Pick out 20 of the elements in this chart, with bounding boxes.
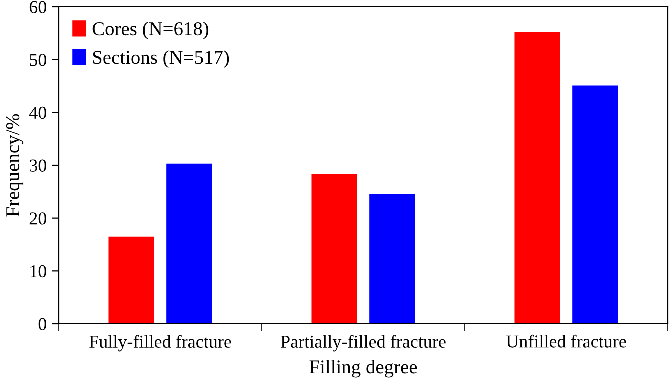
bar bbox=[166, 164, 212, 324]
x-tick-label: Partially-filled fracture bbox=[281, 335, 446, 352]
x-tick-label: Fully-filled fracture bbox=[90, 335, 232, 352]
y-axis-title: Frequency/% bbox=[6, 114, 24, 217]
y-tick-label: 60 bbox=[30, 1, 47, 14]
bar bbox=[572, 86, 618, 324]
y-tick-label: 50 bbox=[30, 54, 47, 66]
bar bbox=[312, 174, 358, 324]
y-tick-label: 30 bbox=[30, 160, 47, 172]
bar bbox=[370, 194, 416, 324]
legend-label: Cores (N=618) bbox=[92, 22, 209, 40]
bar bbox=[514, 32, 560, 324]
y-tick-label: 20 bbox=[30, 212, 47, 225]
x-axis-title: Filling degree bbox=[310, 360, 418, 378]
x-tick-label: Unfilled fracture bbox=[506, 334, 626, 348]
legend-label: Sections (N=517) bbox=[93, 50, 230, 68]
y-tick-label: 40 bbox=[29, 106, 47, 120]
y-tick-label: 10 bbox=[30, 265, 47, 278]
bar bbox=[108, 236, 154, 324]
y-tick-label: 0 bbox=[38, 318, 47, 330]
